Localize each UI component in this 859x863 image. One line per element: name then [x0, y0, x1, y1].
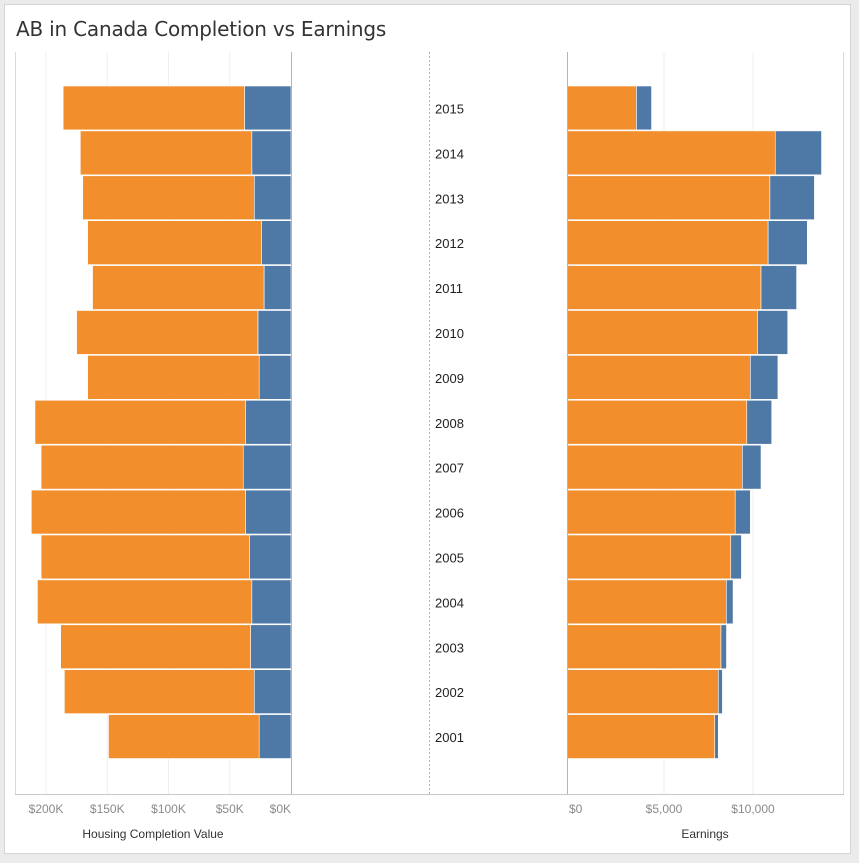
- right-bar-blue-2015: [636, 85, 652, 131]
- left-bar-orange-2001: [108, 714, 260, 759]
- right-bar-blue-2011: [760, 265, 797, 310]
- right-bar-blue-2003: [720, 624, 727, 669]
- left-bar-orange-2004: [37, 579, 253, 625]
- left-bar-orange-2007: [40, 444, 244, 490]
- year-label: 2004: [435, 595, 464, 610]
- right-bar-orange-2010: [566, 310, 758, 355]
- left-bar-blue-2007: [242, 444, 292, 490]
- year-label: 2013: [435, 191, 464, 206]
- right-bar-orange-2006: [566, 489, 736, 535]
- right-bar-blue-2005: [730, 534, 742, 580]
- year-labels: 2015 2014 2013 2012 2011 2010 2009 2008 2007 2006…: [435, 101, 464, 745]
- year-label: 2006: [435, 506, 464, 521]
- year-label: 2010: [435, 326, 464, 341]
- year-label: 2015: [435, 101, 464, 116]
- year-label: 2009: [435, 371, 464, 386]
- right-bar-blue-2004: [726, 579, 734, 625]
- right-bar-blue-2006: [734, 489, 751, 535]
- left-tick-label: $100K: [151, 802, 186, 816]
- left-bar-orange-2008: [34, 399, 246, 445]
- left-bar-orange-2009: [87, 355, 260, 400]
- left-bar-orange-2011: [92, 265, 265, 310]
- left-axis-title: Housing Completion Value: [82, 827, 224, 841]
- left-bar-blue-2005: [249, 534, 292, 580]
- year-label: 2012: [435, 236, 464, 251]
- left-bar-blue-2010: [257, 310, 292, 355]
- left-bar-blue-2006: [245, 489, 292, 535]
- right-bar-blue-2009: [750, 355, 779, 400]
- year-label: 2007: [435, 461, 464, 476]
- year-label: 2014: [435, 146, 464, 161]
- right-tick-label: $10,000: [731, 802, 775, 816]
- right-bar-blue-2012: [767, 220, 808, 265]
- right-bar-blue-2008: [746, 399, 773, 445]
- right-tick-label: $5,000: [646, 802, 683, 816]
- year-label: 2005: [435, 550, 464, 565]
- year-label: 2001: [435, 730, 464, 745]
- left-bar-orange-2010: [76, 310, 259, 355]
- left-tick-label: $50K: [216, 802, 244, 816]
- right-bar-orange-2013: [566, 175, 771, 221]
- left-bar-orange-2015: [62, 85, 245, 131]
- right-bar-orange-2001: [566, 714, 716, 759]
- right-bar-orange-2011: [566, 265, 762, 310]
- left-bar-blue-2008: [245, 399, 292, 445]
- left-bar-orange-2006: [30, 489, 246, 535]
- year-label: 2011: [435, 281, 463, 296]
- right-bar-orange-2009: [566, 355, 751, 400]
- left-bar-orange-2002: [64, 669, 255, 714]
- left-bar-orange-2012: [87, 220, 262, 265]
- right-tick-label: $0: [569, 802, 583, 816]
- left-bar-blue-2014: [251, 130, 292, 176]
- right-chart-bars: [566, 85, 822, 759]
- year-label: 2008: [435, 416, 464, 431]
- left-bar-orange-2003: [60, 624, 251, 669]
- left-bar-blue-2013: [253, 175, 292, 221]
- left-tick-label: $150K: [90, 802, 125, 816]
- right-bar-orange-2004: [566, 579, 727, 625]
- right-bar-blue-2007: [742, 444, 762, 490]
- left-chart-bars: [30, 85, 292, 759]
- left-bar-orange-2014: [80, 130, 253, 176]
- right-bar-blue-2001: [714, 714, 719, 759]
- left-bar-blue-2009: [258, 355, 292, 400]
- left-bar-blue-2002: [253, 669, 292, 714]
- right-bar-orange-2005: [566, 534, 732, 580]
- left-bar-blue-2001: [258, 714, 292, 759]
- left-bar-blue-2015: [244, 85, 292, 131]
- left-bar-orange-2005: [40, 534, 250, 580]
- axes-layer: $200K $150K $100K $50K $0K $0 $5,000 $10,000: [15, 52, 844, 816]
- right-bar-orange-2003: [566, 624, 722, 669]
- year-label: 2003: [435, 640, 464, 655]
- right-bar-orange-2014: [566, 130, 776, 176]
- left-tick-label: $0K: [270, 802, 291, 816]
- right-bar-blue-2013: [769, 175, 815, 221]
- right-bar-blue-2002: [717, 669, 723, 714]
- chart-title: AB in Canada Completion vs Earnings: [16, 17, 387, 41]
- left-bar-blue-2011: [263, 265, 292, 310]
- right-axis-title: Earnings: [681, 827, 728, 841]
- year-label: 2002: [435, 685, 464, 700]
- right-bar-orange-2007: [566, 444, 743, 490]
- left-bar-blue-2003: [250, 624, 292, 669]
- left-bar-blue-2004: [251, 579, 292, 625]
- left-bar-orange-2013: [82, 175, 255, 221]
- right-bar-orange-2015: [566, 85, 637, 131]
- right-bar-orange-2008: [566, 399, 748, 445]
- right-bar-blue-2014: [774, 130, 822, 176]
- left-tick-label: $200K: [29, 802, 64, 816]
- right-bar-orange-2002: [566, 669, 719, 714]
- right-bar-orange-2012: [566, 220, 769, 265]
- right-bar-blue-2010: [757, 310, 789, 355]
- left-bar-blue-2012: [261, 220, 292, 265]
